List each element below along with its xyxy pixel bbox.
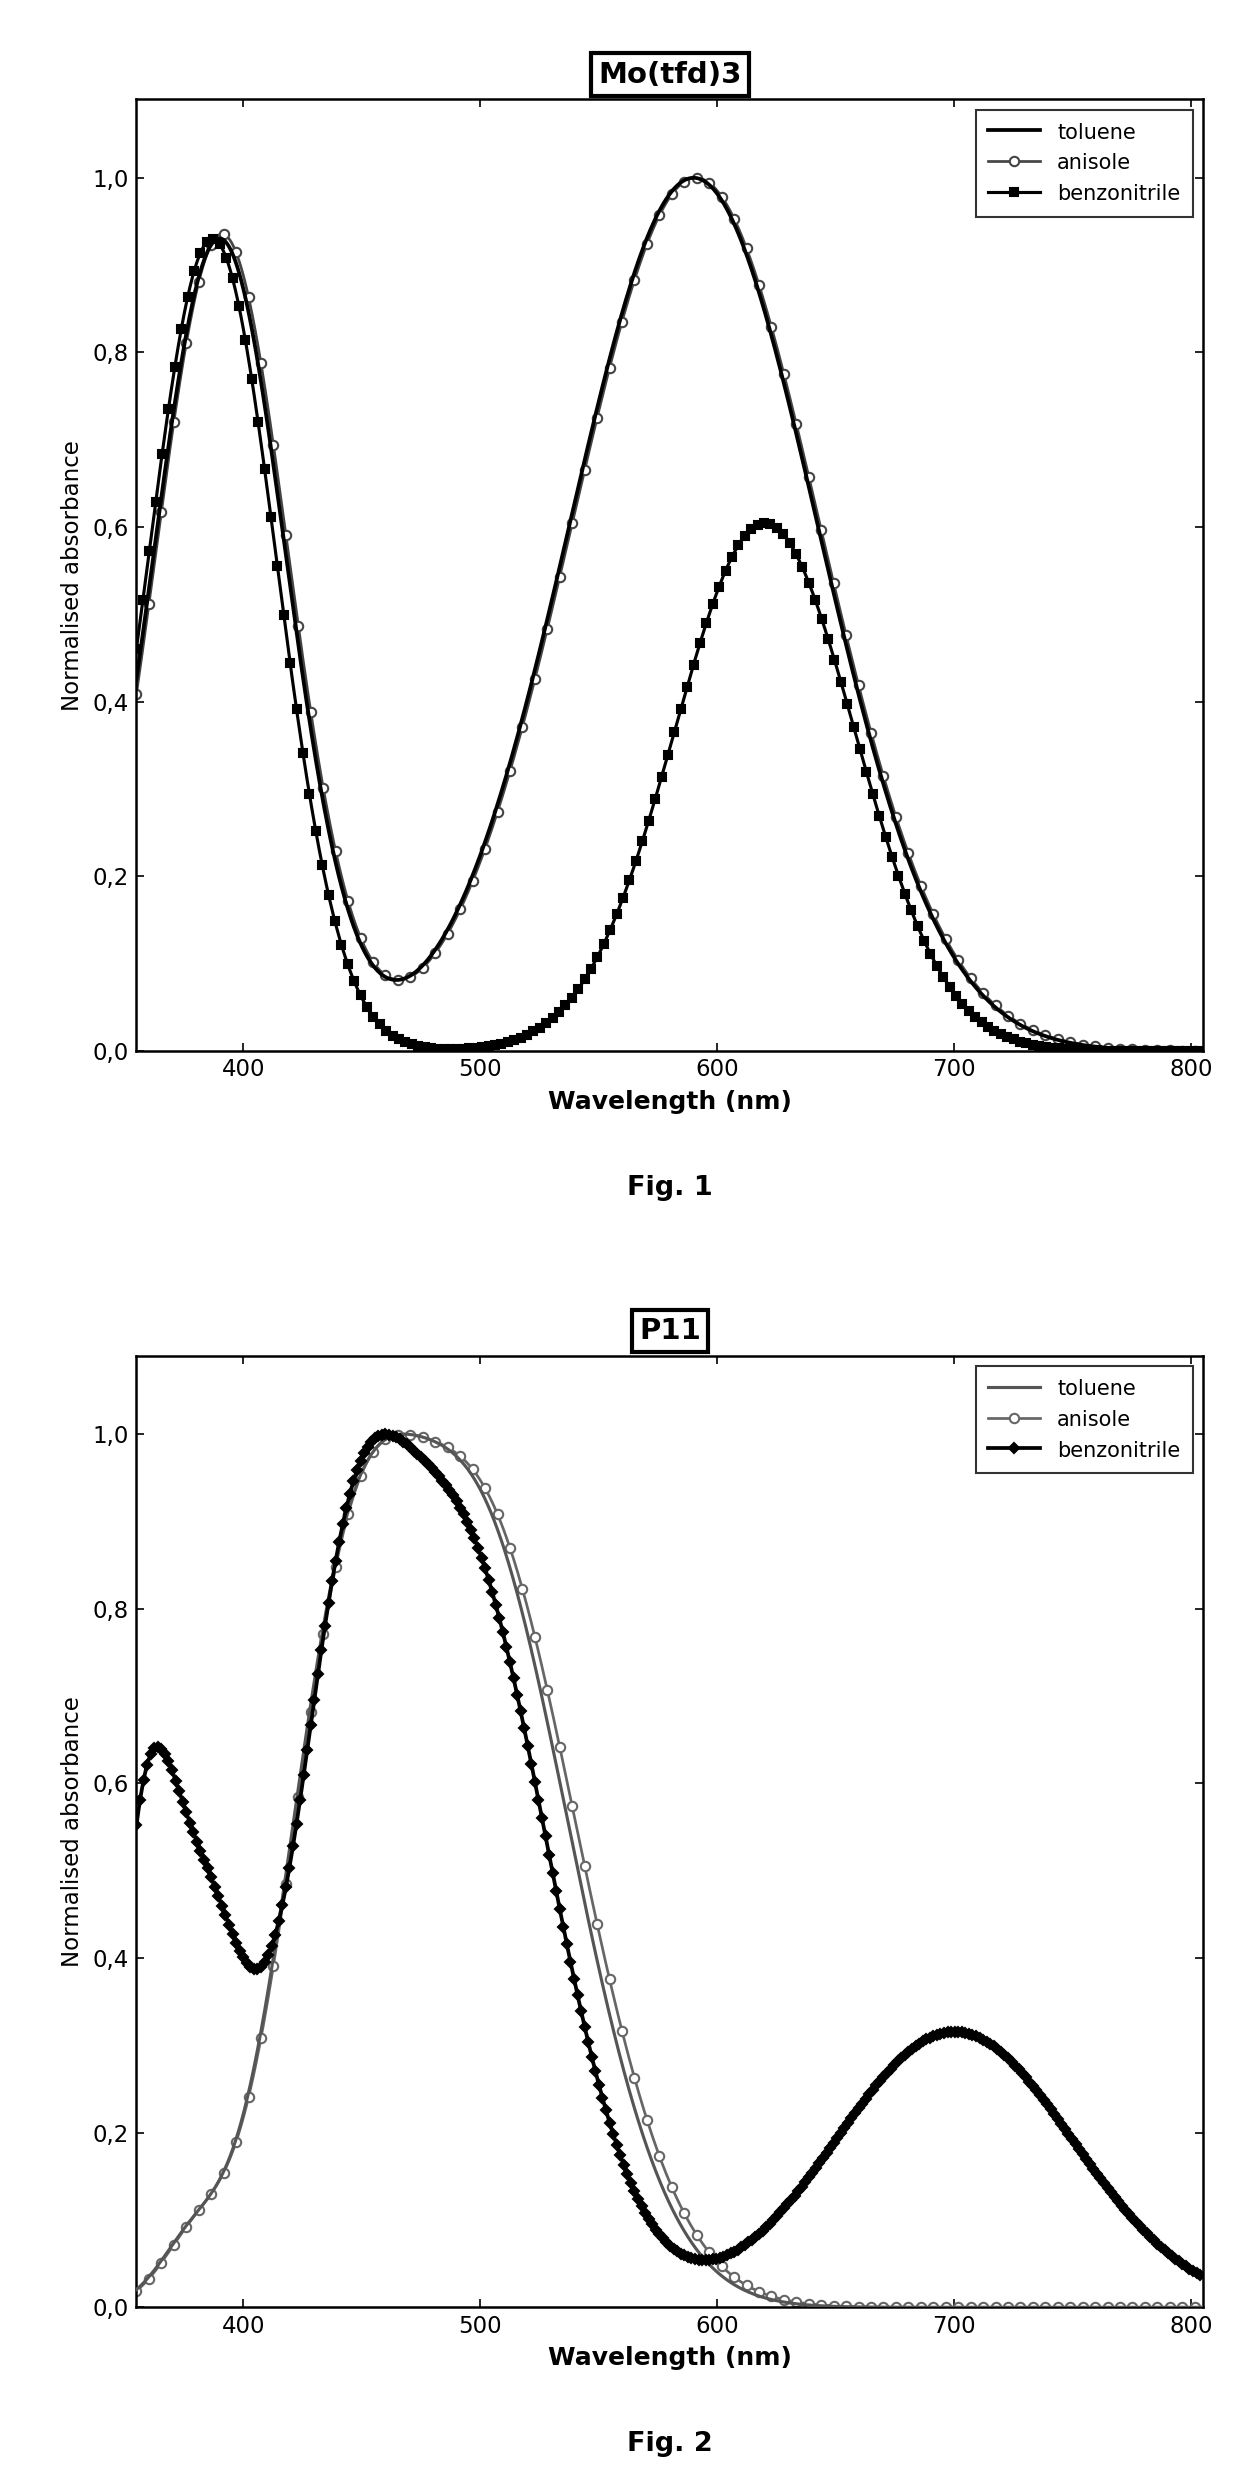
anisole xyxy=(1174,1035,1189,1064)
toluene xyxy=(538,1699,553,1729)
anisole xyxy=(538,1670,553,1699)
benzonitrile xyxy=(205,223,219,253)
toluene xyxy=(129,2275,144,2305)
toluene xyxy=(1195,1037,1210,1067)
toluene xyxy=(250,350,265,380)
toluene xyxy=(1174,1035,1189,1064)
benzonitrile xyxy=(1195,1037,1210,1067)
anisole xyxy=(396,1419,410,1449)
benzonitrile xyxy=(378,1419,393,1449)
toluene xyxy=(314,1623,329,1652)
X-axis label: Wavelength (nm): Wavelength (nm) xyxy=(548,1089,791,1114)
Line: anisole: anisole xyxy=(131,1429,1208,2312)
benzonitrile xyxy=(1060,1035,1075,1064)
benzonitrile xyxy=(538,1007,553,1037)
toluene xyxy=(1174,2292,1189,2322)
Legend: toluene, anisole, benzonitrile: toluene, anisole, benzonitrile xyxy=(976,109,1193,216)
anisole xyxy=(314,762,329,791)
benzonitrile xyxy=(250,409,265,439)
toluene xyxy=(250,2032,265,2062)
Line: anisole: anisole xyxy=(131,174,1208,1054)
anisole xyxy=(250,332,265,362)
anisole xyxy=(584,1886,599,1915)
Title: P11: P11 xyxy=(639,1317,701,1345)
toluene xyxy=(538,610,553,640)
toluene xyxy=(314,777,329,806)
toluene xyxy=(686,164,701,194)
Title: Mo(tfd)3: Mo(tfd)3 xyxy=(598,60,742,89)
Line: benzonitrile: benzonitrile xyxy=(133,236,1207,1054)
toluene xyxy=(1060,2292,1075,2322)
anisole xyxy=(688,164,703,194)
benzonitrile xyxy=(314,849,329,878)
anisole xyxy=(250,2037,265,2067)
benzonitrile xyxy=(584,2044,599,2074)
Y-axis label: Normalised absorbance: Normalised absorbance xyxy=(62,1697,84,1967)
X-axis label: Wavelength (nm): Wavelength (nm) xyxy=(548,2347,791,2369)
anisole xyxy=(129,680,144,710)
benzonitrile xyxy=(1174,2250,1189,2280)
toluene xyxy=(397,1419,412,1449)
benzonitrile xyxy=(250,1953,265,1982)
anisole xyxy=(1195,2292,1210,2322)
benzonitrile xyxy=(538,1824,553,1853)
anisole xyxy=(584,424,599,454)
benzonitrile xyxy=(1174,1037,1189,1067)
toluene xyxy=(584,414,599,444)
anisole xyxy=(314,1630,329,1660)
toluene xyxy=(129,665,144,695)
anisole xyxy=(1060,1027,1075,1057)
benzonitrile xyxy=(129,633,144,662)
Text: Fig. 2: Fig. 2 xyxy=(626,2431,713,2456)
benzonitrile xyxy=(584,953,599,982)
anisole xyxy=(129,2275,144,2305)
benzonitrile xyxy=(314,1635,329,1665)
Line: toluene: toluene xyxy=(136,1434,1203,2307)
Line: toluene: toluene xyxy=(136,179,1203,1052)
Y-axis label: Normalised absorbance: Normalised absorbance xyxy=(62,439,84,710)
benzonitrile xyxy=(1060,2119,1075,2149)
anisole xyxy=(538,620,553,650)
Legend: toluene, anisole, benzonitrile: toluene, anisole, benzonitrile xyxy=(976,1367,1193,1474)
anisole xyxy=(1195,1037,1210,1067)
toluene xyxy=(1195,2292,1210,2322)
anisole xyxy=(1060,2292,1075,2322)
benzonitrile xyxy=(1195,2263,1210,2292)
anisole xyxy=(1174,2292,1189,2322)
Text: Fig. 1: Fig. 1 xyxy=(626,1174,713,1201)
toluene xyxy=(584,1923,599,1953)
Line: benzonitrile: benzonitrile xyxy=(133,1432,1207,2280)
benzonitrile xyxy=(129,1811,144,1841)
toluene xyxy=(1060,1027,1075,1057)
